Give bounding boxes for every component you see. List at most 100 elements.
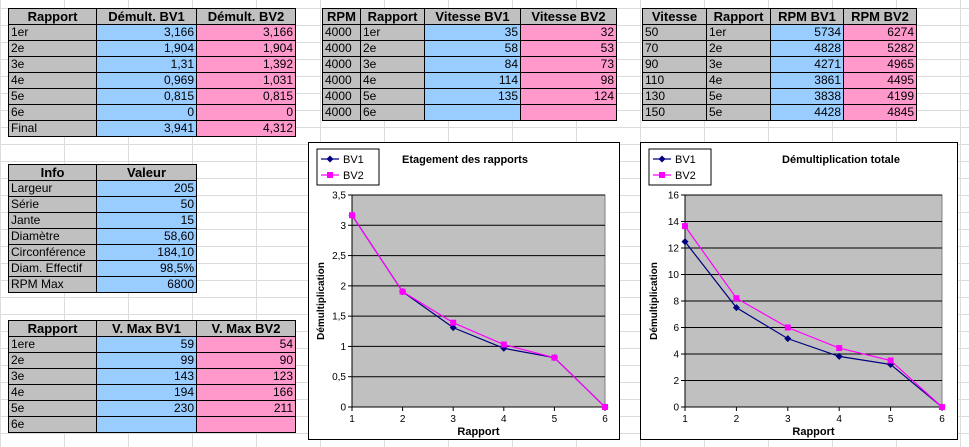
demult-header-1[interactable]: Démult. BV1 <box>96 8 197 25</box>
demult-cell[interactable]: 4e <box>8 72 97 89</box>
info-cell[interactable]: Série <box>8 196 97 213</box>
demult-cell[interactable]: 0,815 <box>196 88 296 105</box>
vitesse-cell[interactable]: 4000 <box>322 40 361 57</box>
info-cell[interactable]: 50 <box>96 196 197 213</box>
vitesse-cell[interactable]: 32 <box>520 24 617 41</box>
info-cell[interactable]: Diam. Effectif <box>8 260 97 277</box>
vitesse-header-1[interactable]: Rapport <box>360 8 425 25</box>
info-cell[interactable]: Circonférence <box>8 244 97 261</box>
demult-header-0[interactable]: Rapport <box>8 8 97 25</box>
vmax-header-1[interactable]: V. Max BV1 <box>96 320 197 337</box>
rpm-cell[interactable]: 2e <box>706 40 771 57</box>
info-cell[interactable]: 98,5% <box>96 260 197 277</box>
vmax-cell[interactable]: 211 <box>196 400 296 417</box>
rpm-cell[interactable]: 5e <box>706 104 771 121</box>
vmax-cell[interactable]: 230 <box>96 400 197 417</box>
vmax-header-2[interactable]: V. Max BV2 <box>196 320 296 337</box>
rpm-header-3[interactable]: RPM BV2 <box>843 8 917 25</box>
vmax-cell[interactable]: 123 <box>196 368 296 385</box>
demult-cell[interactable]: 3e <box>8 56 97 73</box>
demult-cell[interactable]: 3,941 <box>96 120 197 137</box>
vitesse-cell[interactable]: 58 <box>424 40 521 57</box>
vmax-cell[interactable]: 99 <box>96 352 197 369</box>
rpm-cell[interactable]: 5734 <box>770 24 844 41</box>
rpm-header-1[interactable]: Rapport <box>706 8 771 25</box>
demult-cell[interactable]: 0 <box>96 104 197 121</box>
vitesse-cell[interactable]: 6e <box>360 104 425 121</box>
vitesse-cell[interactable]: 124 <box>520 88 617 105</box>
info-cell[interactable]: Largeur <box>8 180 97 197</box>
vmax-header-0[interactable]: Rapport <box>8 320 97 337</box>
info-header-1[interactable]: Valeur <box>96 164 197 181</box>
demult-cell[interactable]: 2e <box>8 40 97 57</box>
vitesse-cell[interactable]: 4000 <box>322 24 361 41</box>
info-cell[interactable]: 58,60 <box>96 228 197 245</box>
vitesse-cell[interactable]: 4000 <box>322 88 361 105</box>
rpm-cell[interactable]: 6274 <box>843 24 917 41</box>
chart-etagement[interactable]: 0 0,5 1 1,5 2 2,5 3 3,5 1 2 3 4 5 6 Rapport Démultiplic… <box>308 142 620 440</box>
demult-cell[interactable]: 0,815 <box>96 88 197 105</box>
vitesse-cell[interactable]: 1er <box>360 24 425 41</box>
vitesse-cell[interactable]: 73 <box>520 56 617 73</box>
vitesse-cell[interactable]: 84 <box>424 56 521 73</box>
rpm-cell[interactable]: 150 <box>642 104 707 121</box>
demult-cell[interactable]: 1,904 <box>196 40 296 57</box>
rpm-header-2[interactable]: RPM BV1 <box>770 8 844 25</box>
rpm-cell[interactable]: 4199 <box>843 88 917 105</box>
rpm-cell[interactable]: 5e <box>706 88 771 105</box>
demult-cell[interactable]: Final <box>8 120 97 137</box>
vmax-cell[interactable]: 3e <box>8 368 97 385</box>
demult-cell[interactable]: 1,392 <box>196 56 296 73</box>
rpm-cell[interactable]: 4828 <box>770 40 844 57</box>
rpm-cell[interactable]: 130 <box>642 88 707 105</box>
vmax-cell[interactable]: 90 <box>196 352 296 369</box>
rpm-cell[interactable]: 1er <box>706 24 771 41</box>
demult-cell[interactable]: 1,904 <box>96 40 197 57</box>
demult-cell[interactable]: 3,166 <box>196 24 296 41</box>
vitesse-cell[interactable]: 4000 <box>322 56 361 73</box>
vitesse-header-2[interactable]: Vitesse BV1 <box>424 8 521 25</box>
rpm-cell[interactable]: 4965 <box>843 56 917 73</box>
demult-cell[interactable]: 3,166 <box>96 24 197 41</box>
demult-cell[interactable]: 1,31 <box>96 56 197 73</box>
info-cell[interactable]: Diamètre <box>8 228 97 245</box>
rpm-cell[interactable]: 3838 <box>770 88 844 105</box>
vmax-cell[interactable]: 5e <box>8 400 97 417</box>
demult-cell[interactable]: 1er <box>8 24 97 41</box>
vmax-cell[interactable]: 54 <box>196 336 296 353</box>
vitesse-cell[interactable]: 3e <box>360 56 425 73</box>
demult-cell[interactable]: 0,969 <box>96 72 197 89</box>
info-cell[interactable]: 205 <box>96 180 197 197</box>
vmax-cell[interactable] <box>96 416 197 433</box>
demult-cell[interactable]: 0 <box>196 104 296 121</box>
demult-cell[interactable]: 4,312 <box>196 120 296 137</box>
info-cell[interactable]: RPM Max <box>8 276 97 293</box>
rpm-cell[interactable]: 5282 <box>843 40 917 57</box>
vitesse-cell[interactable]: 135 <box>424 88 521 105</box>
rpm-cell[interactable]: 4495 <box>843 72 917 89</box>
vitesse-cell[interactable] <box>424 104 521 121</box>
vmax-cell[interactable]: 194 <box>96 384 197 401</box>
vitesse-cell[interactable]: 2e <box>360 40 425 57</box>
rpm-header-0[interactable]: Vitesse <box>642 8 707 25</box>
info-cell[interactable]: 6800 <box>96 276 197 293</box>
vitesse-header-0[interactable]: RPM <box>322 8 361 25</box>
info-cell[interactable]: 184,10 <box>96 244 197 261</box>
rpm-cell[interactable]: 4845 <box>843 104 917 121</box>
vitesse-cell[interactable]: 5e <box>360 88 425 105</box>
vmax-cell[interactable]: 59 <box>96 336 197 353</box>
info-cell[interactable]: 15 <box>96 212 197 229</box>
demult-cell[interactable]: 5e <box>8 88 97 105</box>
vmax-cell[interactable] <box>196 416 296 433</box>
vitesse-cell[interactable]: 53 <box>520 40 617 57</box>
vitesse-cell[interactable]: 4e <box>360 72 425 89</box>
vitesse-cell[interactable]: 4000 <box>322 104 361 121</box>
vitesse-header-3[interactable]: Vitesse BV2 <box>520 8 617 25</box>
vitesse-cell[interactable]: 114 <box>424 72 521 89</box>
demult-cell[interactable]: 1,031 <box>196 72 296 89</box>
vitesse-cell[interactable]: 4000 <box>322 72 361 89</box>
vmax-cell[interactable]: 2e <box>8 352 97 369</box>
rpm-cell[interactable]: 3e <box>706 56 771 73</box>
vmax-cell[interactable]: 166 <box>196 384 296 401</box>
rpm-cell[interactable]: 3861 <box>770 72 844 89</box>
